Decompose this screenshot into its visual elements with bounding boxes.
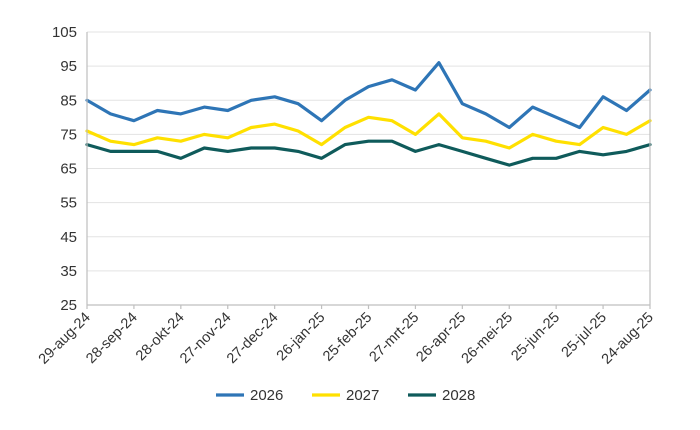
gridlines	[87, 31, 650, 306]
legend-label-2028: 2028	[442, 387, 475, 404]
y-axis-tick-labels: 25 35 45 55 65 75 85 95 105	[52, 24, 77, 314]
x-axis-tick-labels: 29-aug-2428-sep-2428-okt-2427-nov-2427-d…	[36, 305, 657, 368]
y-tick-label: 105	[52, 24, 77, 41]
y-tick-label: 65	[60, 161, 77, 178]
y-tick-label: 45	[60, 229, 77, 246]
series-lines	[85, 61, 652, 167]
series-line-2028	[85, 139, 652, 167]
x-tick-label: 27-mrt-25	[366, 310, 422, 366]
series-line-2027	[85, 112, 652, 150]
x-tick-label: 24-aug-25	[599, 310, 657, 368]
x-tick-label: 25-jun-25	[508, 310, 563, 365]
x-tick-label: 28-sep-24	[83, 310, 140, 367]
x-tick-label: 26-mei-25	[459, 310, 516, 367]
legend-label-2027: 2027	[346, 387, 379, 404]
y-tick-label: 25	[60, 297, 77, 314]
y-tick-label: 85	[60, 92, 77, 109]
legend: 2026 2027 2028	[216, 387, 475, 404]
y-tick-label: 55	[60, 195, 77, 212]
x-tick-label: 25-feb-25	[320, 310, 375, 365]
series-line-2026	[85, 61, 652, 130]
y-tick-label: 75	[60, 126, 77, 143]
y-tick-label: 35	[60, 263, 77, 280]
legend-label-2026: 2026	[250, 387, 283, 404]
x-tick-label: 26-jan-25	[274, 310, 329, 365]
y-tick-label: 95	[60, 58, 77, 75]
x-tick-label: 27-dec-24	[224, 310, 281, 367]
